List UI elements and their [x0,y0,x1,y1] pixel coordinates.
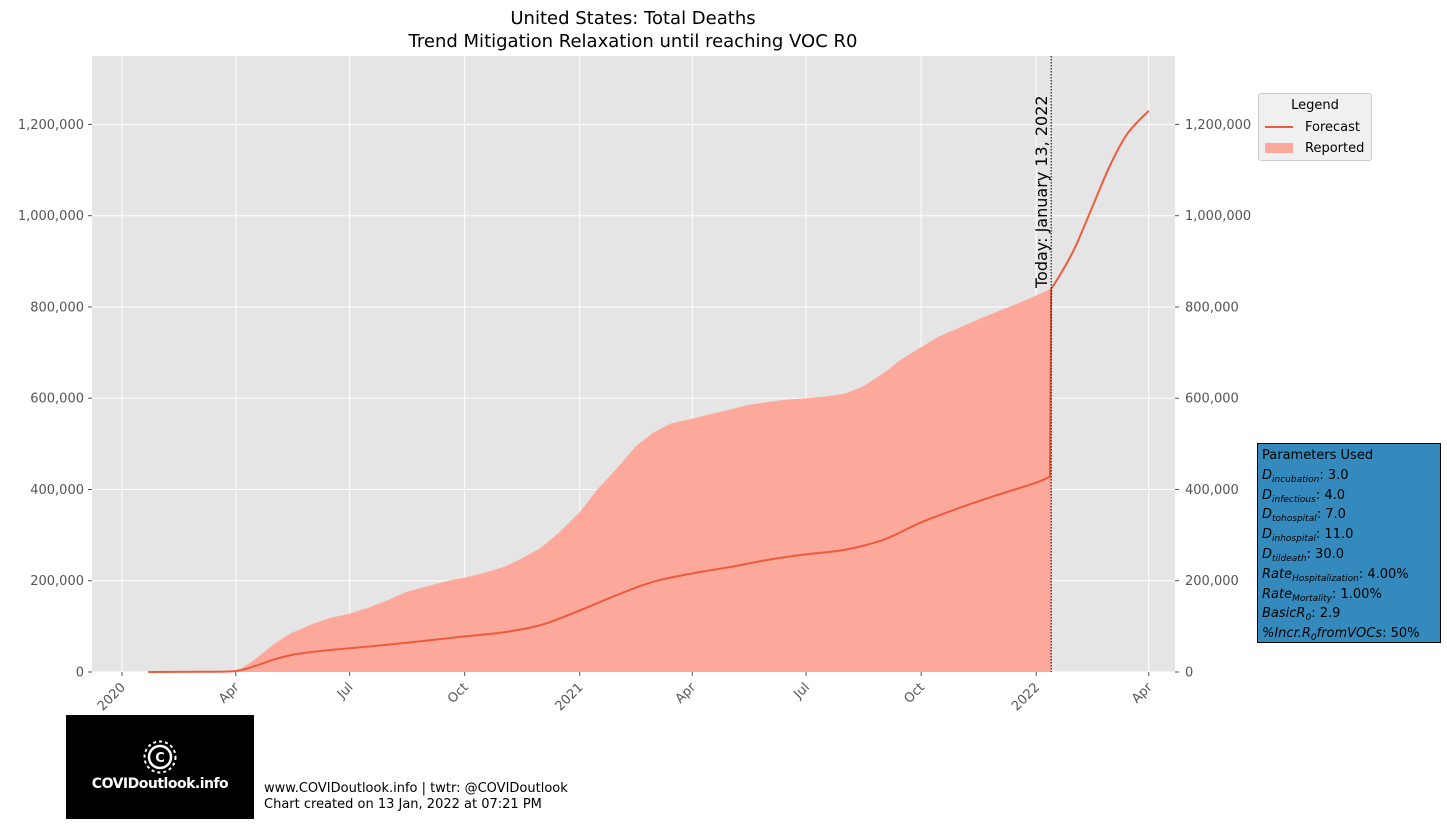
logo: C COVIDoutlook.info [66,715,254,819]
parameter-row: Dinfectious: 4.0 [1262,486,1436,506]
y-tick-label-right: 0 [1185,666,1193,681]
parameter-symbol: Rate [1262,586,1293,602]
x-tick-label: Jul [791,680,813,702]
parameter-subscript: 0 [1305,613,1312,624]
parameter-symbol: D [1262,467,1273,483]
chart-title: United States: Total Deaths [510,8,755,29]
legend-area-swatch [1265,143,1293,153]
parameter-value: : 2.9 [1311,606,1341,622]
parameter-subscript: tohospital [1272,514,1317,525]
x-tick-label: Apr [673,680,700,707]
parameter-symbol-suffix: fromVOCs [1316,626,1383,642]
parameter-subscript: inhospital [1272,534,1316,545]
parameter-row: Dtildeath: 30.0 [1262,545,1436,565]
parameter-row: Dinhospital: 11.0 [1262,525,1436,545]
parameter-row: RateHospitalization: 4.00% [1262,565,1436,585]
y-tick-label-right: 400,000 [1185,483,1239,498]
x-axis: 2020 Apr Jul Oct 2021 Apr Jul Oct 2022 Apr [95,672,1156,714]
x-tick-label: 2021 [553,680,587,714]
today-marker: Today: January 13, 2022 [1032,56,1052,672]
parameter-value: : 7.0 [1316,507,1346,523]
y-tick-label: 800,000 [30,300,84,315]
parameter-symbol: %Incr.R [1262,626,1311,642]
y-tick-label-right: 600,000 [1185,392,1239,407]
parameter-value: : 4.0 [1315,487,1345,503]
parameter-symbol: D [1262,546,1273,562]
parameters-list: Dincubation: 3.0 Dinfectious: 4.0 Dtohospi… [1262,466,1436,644]
y-tick-label: 0 [76,666,84,681]
parameter-subscript: Mortality [1292,593,1332,604]
parameter-value: : 30.0 [1306,546,1345,562]
y-tick-label: 200,000 [30,574,84,589]
svg-text:C: C [155,751,165,766]
parameter-subscript: incubation [1272,474,1320,485]
parameter-row: Dincubation: 3.0 [1262,466,1436,486]
y-tick-label-right: 1,200,000 [1185,118,1251,133]
parameter-row: Dtohospital: 7.0 [1262,505,1436,525]
y-tick-label: 600,000 [30,392,84,407]
x-tick-label: Oct [445,680,472,707]
forecast-line [148,110,1150,673]
parameter-symbol: D [1262,507,1273,523]
y-tick-label-right: 200,000 [1185,574,1239,589]
legend-item-reported: Reported [1265,139,1364,157]
parameter-value: : 3.0 [1319,467,1349,483]
x-tick-label: 2020 [95,680,129,714]
legend-label-reported: Reported [1305,140,1365,156]
x-tick-label: Jul [334,680,356,702]
parameter-row: RateMortality: 1.00% [1262,585,1436,605]
legend-label-forecast: Forecast [1305,119,1361,135]
footer: www.COVIDoutlook.info | twtr: @COVIDoutl… [264,781,568,813]
parameter-symbol: D [1262,487,1273,503]
parameter-subscript: Hospitalization [1292,573,1359,584]
legend-item-forecast: Forecast [1265,118,1360,136]
parameter-row: BasicR0: 2.9 [1262,604,1436,624]
parameter-value: : 50% [1382,626,1420,642]
y-axis-left: 0 200,000 400,000 600,000 800,000 1,000,000 1,… [18,118,92,681]
x-tick-label: Apr [216,680,243,707]
x-tick-label: Apr [1129,680,1156,707]
parameter-subscript: tildeath [1272,553,1307,564]
footer-links: www.COVIDoutlook.info | twtr: @COVIDoutl… [264,781,568,796]
y-tick-label: 1,200,000 [18,118,84,133]
parameter-value: : 4.00% [1358,566,1409,582]
parameter-symbol: BasicR [1262,606,1306,622]
y-tick-label-right: 800,000 [1185,300,1239,315]
footer-timestamp: Chart created on 13 Jan, 2022 at 07:21 P… [264,797,542,812]
y-tick-label-right: 1,000,000 [1185,209,1251,224]
y-axis-right: 0 200,000 400,000 600,000 800,000 1,000,000 1,… [1175,118,1251,681]
parameter-symbol: D [1262,527,1273,543]
y-tick-label: 1,000,000 [18,209,84,224]
parameter-symbol: Rate [1262,566,1293,582]
reported-area [235,288,1052,672]
parameters-title: Parameters Used [1262,448,1374,463]
parameter-subscript: infectious [1272,494,1316,505]
parameter-subscript: 0 [1310,633,1317,644]
legend-line-swatch [1265,126,1293,128]
virus-icon: C [143,740,177,774]
logo-text: COVIDoutlook.info [91,776,229,792]
today-label: Today: January 13, 2022 [1032,95,1051,289]
parameter-value: : 1.00% [1331,586,1382,602]
y-tick-label: 400,000 [30,483,84,498]
legend: Legend Forecast Reported [1258,93,1372,161]
chart-subtitle: Trend Mitigation Relaxation until reachi… [408,31,858,52]
forecast-series [148,110,1150,673]
reported-series [235,288,1052,672]
legend-title: Legend [1291,98,1339,113]
x-tick-label: 2022 [1009,680,1043,714]
x-tick-label: Oct [901,680,928,707]
parameter-row: %Incr.R0fromVOCs: 50% [1262,624,1436,644]
parameters-box: Parameters Used Dincubation: 3.0 Dinfecti… [1257,443,1441,643]
parameter-value: : 11.0 [1315,527,1354,543]
